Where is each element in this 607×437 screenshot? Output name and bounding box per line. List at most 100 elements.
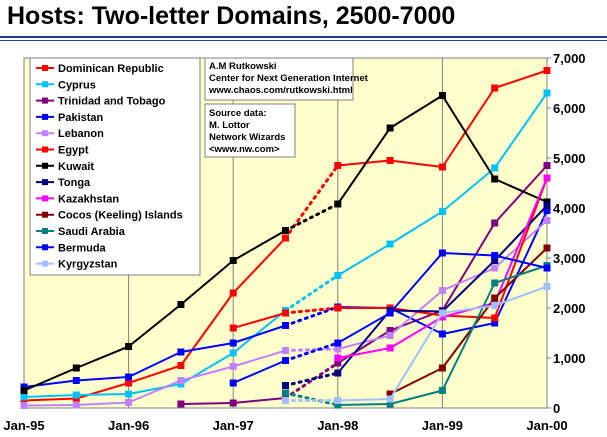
series-segment (337, 243, 391, 277)
data-point (125, 399, 133, 406)
data-point (334, 200, 342, 208)
author-box (204, 57, 354, 101)
data-point (334, 401, 342, 409)
y-tick-label: 7,000 (553, 51, 586, 66)
series-trinidad-and-tobago (177, 162, 551, 408)
data-point (282, 347, 289, 354)
series-segment (493, 164, 548, 224)
series-segment (337, 398, 391, 402)
y-tick-label: 6,000 (553, 101, 586, 116)
data-point (334, 345, 342, 353)
data-point (386, 157, 394, 164)
series-segment (128, 383, 182, 395)
series-segment (232, 309, 287, 354)
data-point (334, 272, 342, 279)
title-rule-thin (0, 40, 607, 41)
data-point (543, 67, 551, 74)
series-segment (180, 259, 234, 306)
data-point (334, 397, 342, 404)
series-segment (23, 394, 77, 398)
series-segment (284, 371, 340, 387)
series-kuwait (20, 92, 551, 394)
series-segment (494, 285, 548, 307)
data-point (229, 363, 237, 370)
series-segment (493, 177, 548, 304)
data-point (438, 330, 446, 338)
series-segment (180, 402, 234, 405)
series-segment (337, 347, 391, 359)
series-segment (180, 292, 235, 367)
y-tick-label: 1,000 (553, 351, 586, 366)
data-point (491, 175, 499, 183)
author-line-3: www.chaos.com/rutkowski.html (208, 85, 353, 96)
data-point (72, 364, 80, 372)
data-point (282, 227, 289, 234)
data-point (282, 389, 289, 397)
data-point (125, 390, 133, 398)
series-kyrgyzstan (282, 283, 551, 404)
series-segment (284, 347, 340, 352)
series-segment (336, 127, 391, 205)
data-point (282, 382, 289, 389)
series-segment (441, 222, 496, 312)
legend-label: Kyrgyzstan (58, 259, 118, 271)
legend-box (29, 57, 201, 276)
legend-label: Egypt (58, 145, 89, 157)
legend: Dominican Republic Cyprus Trinidad and Tob… (29, 57, 201, 276)
data-point (543, 244, 551, 252)
data-point (386, 344, 394, 352)
data-point (125, 373, 133, 381)
series-segment (494, 247, 548, 299)
series-segment (232, 237, 287, 294)
data-point (491, 264, 499, 272)
series-layer (20, 67, 551, 409)
series-segment (389, 159, 443, 168)
legend-label: Trinidad and Tobago (58, 96, 166, 108)
series-segment (76, 376, 129, 382)
series-segment (76, 401, 129, 406)
data-point (438, 208, 446, 215)
data-point (386, 309, 394, 317)
legend-swatch-marker (42, 130, 48, 137)
data-point (20, 402, 28, 409)
data-point (125, 343, 133, 350)
series-segment (442, 267, 496, 292)
x-axis: Jan-95 Jan-96 Jan-97 Jan-98 Jan-99 Jan-00 (3, 418, 567, 433)
data-point (20, 393, 28, 401)
data-point (177, 362, 185, 369)
data-point (491, 252, 499, 259)
data-point (177, 348, 185, 356)
series-segment (284, 391, 340, 407)
series-segment (441, 282, 496, 391)
legend-swatch-marker (42, 162, 48, 169)
data-point (491, 219, 499, 227)
series-segment (337, 309, 391, 374)
data-point (386, 395, 394, 403)
series-segment (441, 259, 496, 313)
page-title: Hosts: Two-letter Domains, 2500-7000 (7, 2, 456, 30)
series-segment (23, 367, 77, 392)
title-rule (0, 36, 607, 38)
series-segment (76, 382, 129, 400)
legend-swatch-marker (42, 260, 48, 267)
data-point (438, 387, 446, 394)
data-point (334, 162, 342, 169)
data-point (543, 162, 551, 169)
data-point (543, 89, 551, 97)
series-segment (76, 393, 129, 396)
data-point (282, 234, 289, 242)
legend-swatch-marker (42, 179, 48, 186)
series-segment (23, 404, 77, 407)
series-segment (232, 324, 286, 344)
data-point (491, 294, 499, 302)
data-point (229, 379, 237, 387)
data-point (438, 163, 446, 171)
series-segment (337, 403, 391, 406)
series-segment (390, 309, 443, 313)
credits: A.M Rutkowski Center for Next Generation… (204, 57, 369, 158)
y-tick-label: 2,000 (553, 301, 586, 316)
series-segment (389, 252, 444, 314)
data-point (491, 257, 499, 264)
legend-swatch-marker (42, 146, 48, 153)
